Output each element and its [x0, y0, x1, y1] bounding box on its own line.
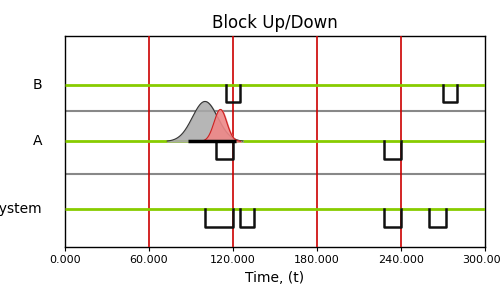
- Title: Block Up/Down: Block Up/Down: [212, 14, 338, 32]
- Text: B: B: [32, 78, 42, 92]
- Text: System: System: [0, 202, 42, 216]
- X-axis label: Time, (t): Time, (t): [246, 271, 304, 285]
- Text: A: A: [32, 135, 42, 148]
